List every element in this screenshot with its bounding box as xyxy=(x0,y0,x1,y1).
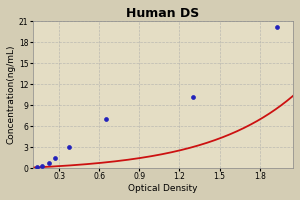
Point xyxy=(53,156,58,159)
Point xyxy=(40,164,44,168)
Point xyxy=(34,166,39,169)
X-axis label: Optical Density: Optical Density xyxy=(128,184,197,193)
Point xyxy=(66,146,71,149)
Point xyxy=(46,161,51,164)
Point xyxy=(190,95,195,98)
Point xyxy=(274,25,279,28)
Title: Human DS: Human DS xyxy=(126,7,200,20)
Point xyxy=(103,118,108,121)
Y-axis label: Concentration(ng/mL): Concentration(ng/mL) xyxy=(7,45,16,144)
